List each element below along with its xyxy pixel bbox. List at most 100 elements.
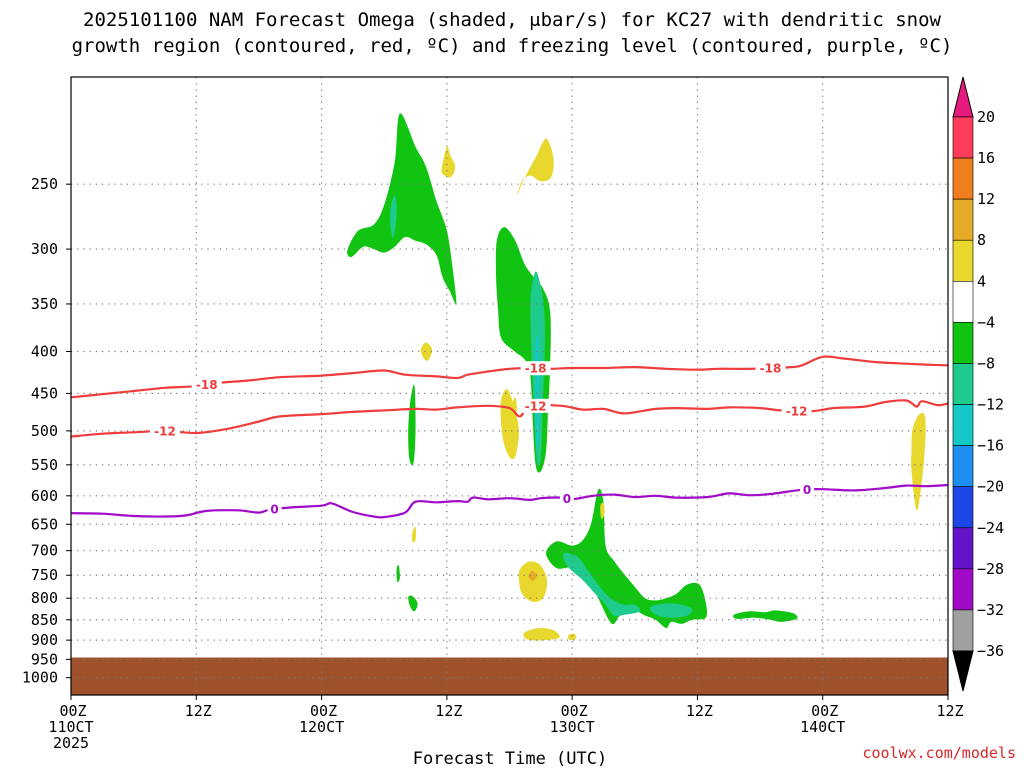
contour-label-1-2: -12 — [786, 404, 808, 418]
contour-label-bg-0-1 — [559, 491, 574, 506]
colorbar-top-arrow — [952, 76, 974, 118]
omega-region-19 — [567, 633, 577, 641]
omega-region-18 — [523, 628, 560, 641]
ground-terrain — [71, 657, 948, 695]
y-tick-450: 450 — [31, 384, 58, 402]
grid — [71, 77, 948, 695]
contour-label-bg-0-2 — [800, 482, 815, 497]
contour-line-0 — [70, 483, 949, 519]
colorbar-label-12: −32 — [977, 601, 1004, 619]
title-line-1: 2025101100 NAM Forecast Omega (shaded, μ… — [83, 9, 941, 31]
chart-title: 2025101100 NAM Forecast Omega (shaded, μ… — [72, 9, 953, 57]
y-tick-400: 400 — [31, 342, 58, 360]
y-tick-650: 650 — [31, 515, 58, 533]
y-tick-300: 300 — [31, 240, 58, 258]
omega-region-20 — [600, 502, 605, 519]
colorbar-label-8: −16 — [977, 437, 1004, 455]
temperature-contours: 0 0 0 -12 -12 -12 -18 -18 -18 — [70, 355, 949, 519]
omega-region-9 — [733, 610, 798, 622]
y-tick-1000: 1000 — [22, 669, 58, 687]
y-tick-550: 550 — [31, 456, 58, 474]
colorbar-label-5: −4 — [977, 313, 995, 331]
colorbar-bin-4 — [952, 281, 974, 323]
credit-link[interactable]: coolwx.com/models — [862, 744, 1016, 762]
omega-region-23 — [528, 570, 537, 581]
colorbar: 20 16 12 8 4 −4 −8 −12 −16 −20 −24 −28 −32 −36 — [952, 76, 1004, 692]
contour-label-2-2: -18 — [760, 361, 782, 375]
y-tick-900: 900 — [31, 631, 58, 649]
y-tick-850: 850 — [31, 611, 58, 629]
x-tick-60-0: 12Z — [686, 702, 713, 720]
colorbar-bin-6 — [952, 363, 974, 405]
omega-region-12 — [516, 138, 554, 196]
x-tick-72-1: 140CT — [800, 718, 845, 736]
y-tick-600: 600 — [31, 487, 58, 505]
colorbar-label-11: −28 — [977, 560, 1004, 578]
colorbar-bin-5 — [952, 322, 974, 364]
colorbar-label-4: 4 — [977, 272, 986, 290]
x-tick-24-1: 120CT — [299, 718, 344, 736]
y-axis-ticks: 250 300 350 400 450 500 550 600 650 700 750 800 850 9… — [22, 175, 71, 687]
colorbar-bin-11 — [952, 568, 974, 611]
contour-label-1-0: -12 — [154, 424, 176, 438]
plot-frame — [70, 76, 949, 696]
colorbar-label-6: −8 — [977, 354, 995, 372]
contour-label-0-1: 0 — [563, 492, 571, 506]
colorbar-label-10: −24 — [977, 519, 1004, 537]
colorbar-bin-12 — [952, 609, 974, 652]
contour-label-bg-1-0 — [149, 423, 180, 438]
omega-region-17 — [518, 561, 548, 602]
y-tick-800: 800 — [31, 589, 58, 607]
omega-region-8 — [649, 603, 693, 618]
y-tick-750: 750 — [31, 566, 58, 584]
colorbar-bin-8 — [952, 445, 974, 487]
x-tick-0-0: 00Z — [59, 702, 86, 720]
contour-label-bg-1-2 — [781, 403, 812, 418]
x-tick-48-0: 00Z — [561, 702, 588, 720]
colorbar-bin-10 — [952, 527, 974, 570]
colorbar-label-1: 16 — [977, 149, 995, 167]
contour-label-bg-0-0 — [267, 502, 282, 517]
colorbar-label-0: 20 — [977, 108, 995, 126]
contour-label-bg-2-1 — [520, 361, 551, 376]
colorbar-label-13: −36 — [977, 642, 1004, 660]
contour-label-0-0: 0 — [270, 503, 278, 517]
contour-label-bg-2-2 — [755, 360, 786, 375]
omega-region-7 — [563, 552, 641, 617]
x-tick-12-0: 12Z — [185, 702, 212, 720]
colorbar-label-2: 12 — [977, 190, 995, 208]
omega-region-13 — [441, 146, 456, 178]
omega-region-10 — [408, 595, 418, 612]
omega-region-5 — [408, 384, 416, 466]
colorbar-bin-3 — [952, 239, 974, 282]
colorbar-label-7: −12 — [977, 396, 1004, 414]
x-tick-84-0: 12Z — [936, 702, 963, 720]
y-tick-950: 950 — [31, 650, 58, 668]
omega-region-0 — [347, 113, 457, 305]
contour-label-2-1: -18 — [525, 362, 547, 376]
colorbar-bin-1 — [952, 157, 974, 200]
contour-line-1 — [70, 399, 949, 438]
contour-label-0-2: 0 — [803, 483, 811, 497]
contour-label-1-1: -12 — [525, 399, 547, 413]
x-axis-label: Forecast Time (UTC) — [413, 749, 607, 768]
contour-label-bg-2-0 — [191, 377, 222, 392]
omega-region-22 — [911, 412, 926, 511]
colorbar-bin-9 — [952, 486, 974, 529]
colorbar-bottom-arrow — [952, 650, 974, 692]
x-tick-0-1: 110CT — [48, 718, 93, 736]
omega-region-21 — [412, 526, 416, 543]
x-tick-36-0: 12Z — [435, 702, 462, 720]
omega-region-11 — [396, 565, 400, 583]
x-tick-24-0: 00Z — [310, 702, 337, 720]
title-line-2: growth region (contoured, red, ºC) and f… — [72, 35, 953, 57]
x-tick-0-2: 2025 — [53, 734, 89, 752]
y-tick-250: 250 — [31, 175, 58, 193]
x-tick-72-0: 00Z — [811, 702, 838, 720]
contour-label-bg-1-1 — [520, 398, 551, 413]
y-tick-700: 700 — [31, 542, 58, 560]
omega-region-14 — [420, 342, 433, 361]
colorbar-bin-0 — [952, 116, 974, 159]
